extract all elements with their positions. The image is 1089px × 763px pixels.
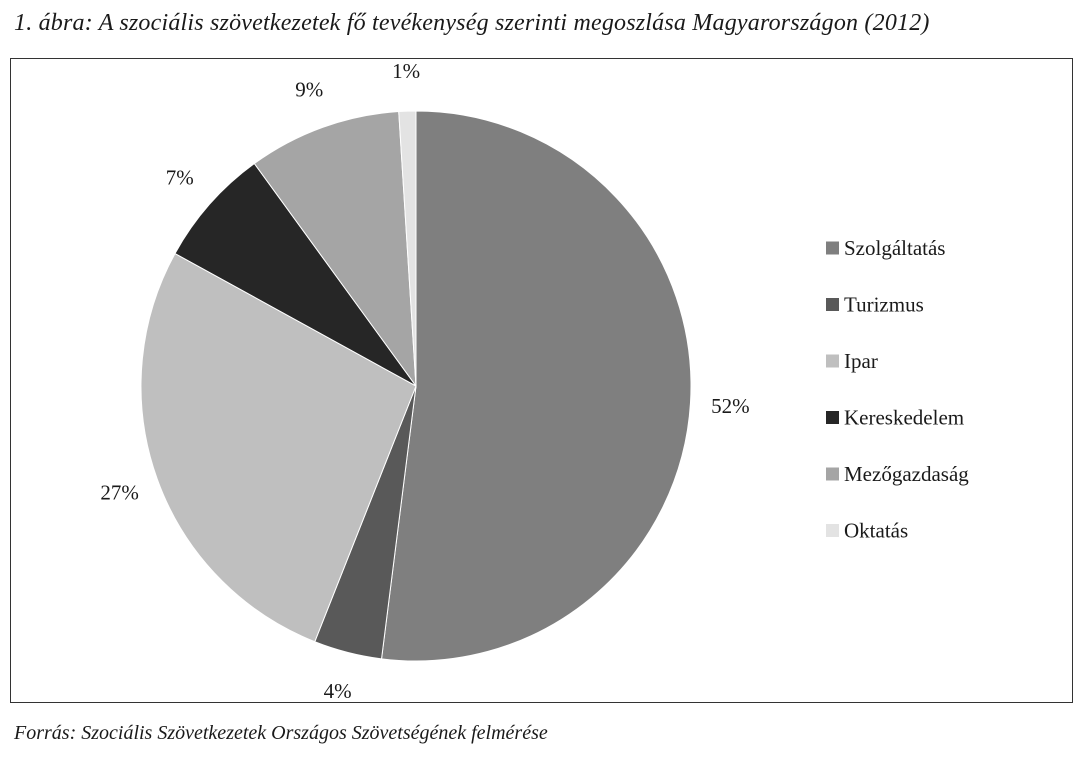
pie-slice-szolgáltatás	[380, 110, 692, 662]
legend-swatch	[826, 298, 839, 311]
legend-swatch	[826, 354, 839, 368]
legend-label: Ipar	[844, 349, 878, 373]
pie-slices	[140, 110, 692, 662]
legend-swatch	[826, 467, 839, 481]
data-label-turizmus: 4%	[324, 679, 352, 703]
legend-item-ipar: Ipar	[826, 349, 878, 373]
legend-label: Kereskedelem	[844, 406, 964, 430]
legend-item-mezőgazdaság: Mezőgazdaság	[826, 462, 969, 486]
legend-item-szolgáltatás: Szolgáltatás	[826, 236, 945, 260]
chart-frame	[10, 58, 1073, 703]
data-label-mezőgazdaság: 9%	[295, 78, 323, 102]
data-label-szolgáltatás: 52%	[711, 394, 750, 418]
legend-label: Turizmus	[844, 293, 924, 317]
legend-swatch	[826, 411, 839, 424]
legend-item-turizmus: Turizmus	[826, 293, 924, 317]
data-label-ipar: 27%	[100, 481, 139, 505]
figure-source: Forrás: Szociális Szövetkezetek Országos…	[14, 722, 548, 744]
legend-label: Szolgáltatás	[844, 236, 945, 260]
data-label-kereskedelem: 7%	[166, 166, 194, 190]
figure-caption: 1. ábra: A szociális szövetkezetek fő te…	[14, 10, 930, 36]
pie-slice-oktatás	[398, 110, 417, 387]
pie-slice-ipar	[140, 252, 417, 643]
legend-item-oktatás: Oktatás	[826, 519, 908, 543]
legend-swatch	[826, 524, 839, 537]
legend-swatch	[826, 241, 839, 255]
chart-legend: Szolgáltatás Turizmus Ipar Kereskedelem Mező…	[826, 236, 969, 543]
legend-label: Oktatás	[844, 519, 908, 543]
legend-label: Mezőgazdaság	[844, 462, 969, 486]
legend-item-kereskedelem: Kereskedelem	[826, 406, 964, 430]
pie-slice-mezőgazdaság	[253, 111, 417, 388]
data-label-oktatás: 1%	[392, 59, 420, 83]
pie-data-labels: 52% 4% 27% 7% 9% 1%	[100, 59, 749, 703]
pie-slice-kereskedelem	[174, 162, 417, 387]
